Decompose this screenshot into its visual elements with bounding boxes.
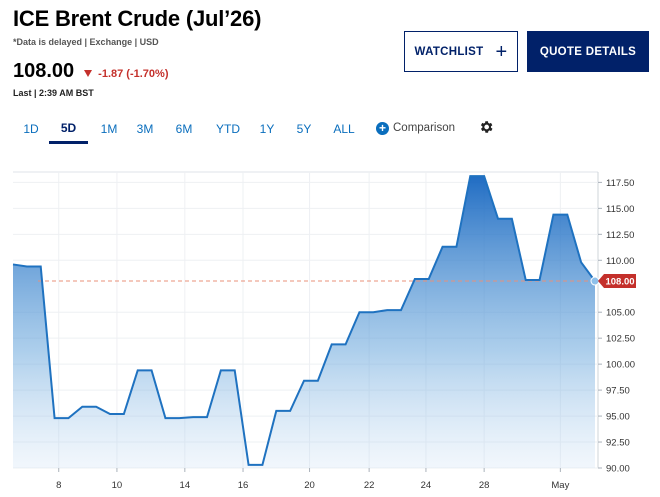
tab-1d[interactable]: 1D xyxy=(23,122,39,136)
x-tick-label: 16 xyxy=(238,480,249,491)
watchlist-button[interactable]: WATCHLIST + xyxy=(404,31,518,72)
y-tick-label: 117.50 xyxy=(606,178,634,189)
y-tick-label: 112.50 xyxy=(606,230,634,241)
plus-icon: + xyxy=(495,40,508,63)
gear-icon[interactable] xyxy=(478,119,494,135)
y-tick-label: 102.50 xyxy=(606,334,635,345)
x-tick-label: 24 xyxy=(421,480,432,491)
x-axis: 8 10 14 16 20 22 24 28 May xyxy=(56,468,570,491)
tab-3m[interactable]: 3M xyxy=(136,122,154,136)
price-line xyxy=(12,175,596,466)
y-tick-label: 100.00 xyxy=(606,360,635,371)
y-tick-label: 105.00 xyxy=(606,308,635,319)
tab-6m[interactable]: 6M xyxy=(175,122,193,136)
x-tick-label: 20 xyxy=(304,480,315,491)
y-axis: 117.50 115.00 112.50 110.00 105.00 102.50 100.… xyxy=(598,178,635,475)
price-change-value: -1.87 (-1.70%) xyxy=(98,67,169,80)
x-tick-label: 22 xyxy=(364,480,375,491)
tab-5d[interactable]: 5D xyxy=(49,114,88,144)
y-tick-label: 92.50 xyxy=(606,438,630,449)
comparison-label: Comparison xyxy=(393,122,455,134)
tab-5y[interactable]: 5Y xyxy=(296,122,312,136)
y-tick-label: 110.00 xyxy=(606,256,634,267)
price-tag-badge xyxy=(598,274,636,289)
price-change: -1.87 (-1.70%) xyxy=(84,68,168,80)
price-chart: 117.50 115.00 112.50 110.00 105.00 102.50 100.… xyxy=(12,171,636,491)
watchlist-label: WATCHLIST xyxy=(414,45,484,58)
price-row: 108.00 -1.87 (-1.70%) xyxy=(13,60,168,83)
tab-ytd[interactable]: YTD xyxy=(216,122,240,136)
x-tick-label: 8 xyxy=(56,480,61,491)
tab-1m[interactable]: 1M xyxy=(100,122,118,136)
x-tick-label: May xyxy=(551,480,569,491)
price-tag-label: 108.00 xyxy=(605,277,634,288)
plus-circle-icon: + xyxy=(376,121,389,135)
comparison-button[interactable]: + Comparison xyxy=(376,114,455,142)
price-area xyxy=(13,176,595,468)
quote-details-button[interactable]: QUOTE DETAILS xyxy=(527,31,649,72)
y-tick-label: 115.00 xyxy=(606,204,634,215)
data-delay-note: *Data is delayed | Exchange | USD xyxy=(13,37,159,47)
x-tick-label: 14 xyxy=(180,480,191,491)
tab-all[interactable]: ALL xyxy=(333,122,355,136)
tab-1y[interactable]: 1Y xyxy=(259,122,275,136)
current-price-marker xyxy=(590,276,600,286)
time-range-tabs: 1D 5D 1M 3M 6M YTD 1Y 5Y ALL + Compariso… xyxy=(13,114,503,144)
y-tick-label: 90.00 xyxy=(606,464,630,475)
x-tick-label: 10 xyxy=(112,480,123,491)
y-tick-label: 97.50 xyxy=(606,386,630,397)
y-tick-label: 95.00 xyxy=(606,412,630,423)
x-tick-label: 28 xyxy=(479,480,490,491)
last-updated: Last | 2:39 AM BST xyxy=(13,88,94,98)
last-price: 108.00 xyxy=(13,60,75,82)
current-price-tag: 108.00 xyxy=(598,274,636,289)
page-title: ICE Brent Crude (Jul’26) xyxy=(13,6,262,31)
down-triangle-icon xyxy=(84,70,93,77)
